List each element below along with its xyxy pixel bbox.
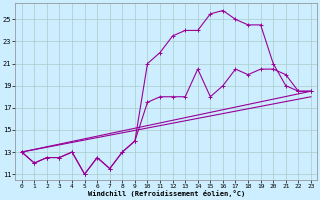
X-axis label: Windchill (Refroidissement éolien,°C): Windchill (Refroidissement éolien,°C) bbox=[88, 190, 245, 197]
